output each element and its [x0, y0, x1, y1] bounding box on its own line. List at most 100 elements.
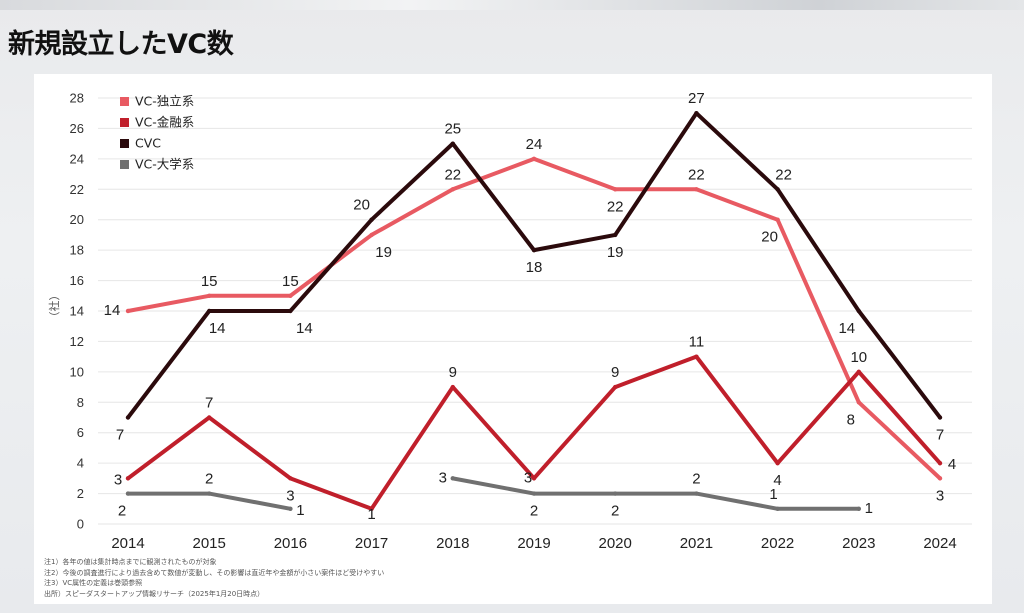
legend-swatch [120, 97, 129, 106]
y-tick-label: 6 [77, 425, 84, 440]
y-tick-label: 12 [70, 334, 84, 349]
data-label-university: 2 [205, 471, 213, 488]
y-tick-label: 28 [70, 91, 84, 106]
data-point-independent [207, 293, 212, 298]
y-tick-label: 10 [70, 364, 84, 379]
data-label-financial: 4 [773, 472, 781, 489]
data-point-university [207, 491, 212, 496]
data-point-independent [694, 187, 699, 192]
footnote-2: 注2）今後の調査進行により過去含めて数値が変動し、その影響は直近年や金額が小さい… [44, 568, 385, 577]
data-label-university: 2 [692, 471, 700, 488]
data-point-university [856, 506, 861, 511]
data-point-financial [207, 415, 212, 420]
data-point-university [531, 491, 537, 496]
y-tick-label: 4 [77, 456, 84, 471]
data-point-university [125, 491, 131, 496]
data-point-financial [450, 384, 455, 390]
data-label-financial: 10 [850, 349, 867, 366]
footnote-3: 注3）VC属性の定義は巻頭参照 [44, 579, 143, 588]
x-tick-label: 2018 [436, 535, 469, 552]
y-tick-label: 18 [70, 243, 84, 258]
x-tick-label: 2023 [842, 535, 875, 552]
data-point-cvc [937, 415, 943, 420]
data-label-university: 1 [296, 502, 304, 519]
y-tick-label: 22 [70, 182, 84, 197]
data-label-university: 3 [439, 469, 447, 486]
legend-swatch [120, 160, 129, 169]
data-label-cvc: 14 [296, 320, 313, 337]
data-label-financial: 1 [367, 506, 375, 523]
data-label-cvc: 19 [607, 244, 624, 261]
y-tick-label: 20 [70, 212, 84, 227]
x-tick-label: 2014 [111, 535, 144, 552]
data-point-financial [531, 476, 537, 481]
data-label-financial: 3 [524, 469, 532, 486]
legend-swatch [120, 139, 129, 148]
x-tick-label: 2024 [923, 535, 956, 552]
y-tick-label: 16 [70, 273, 84, 288]
data-point-independent [125, 308, 131, 314]
data-point-cvc [694, 111, 699, 116]
footnotes: 注1）各年の値は集計時点までに観測されたものが対象 注2）今後の調査進行により過… [44, 557, 384, 599]
legend-swatch [120, 118, 129, 127]
data-point-financial [937, 460, 943, 466]
data-label-cvc: 14 [209, 320, 226, 337]
data-label-cvc: 14 [838, 320, 855, 337]
data-label-financial: 3 [114, 471, 122, 488]
y-axis-label: （社） [47, 290, 61, 323]
data-point-cvc [613, 232, 618, 238]
data-label-university: 1 [769, 486, 777, 503]
page-title: 新規設立したVC数 [8, 29, 234, 60]
data-point-cvc [450, 141, 455, 146]
data-label-cvc: 7 [936, 427, 944, 444]
x-tick-label: 2016 [274, 535, 307, 552]
data-label-independent: 19 [375, 244, 392, 261]
series-line-university [126, 491, 293, 511]
y-tick-label: 0 [77, 517, 84, 532]
x-tick-label: 2021 [680, 535, 713, 552]
data-label-financial: 9 [611, 364, 619, 381]
data-point-cvc [288, 308, 293, 314]
x-tick-label: 2022 [761, 535, 794, 552]
data-label-university: 2 [118, 503, 126, 520]
data-label-independent: 3 [936, 487, 944, 504]
data-label-university: 2 [530, 503, 538, 520]
data-label-financial: 4 [948, 456, 956, 473]
data-point-cvc [856, 308, 861, 314]
data-point-financial [288, 476, 293, 481]
top-strip [0, 0, 1024, 10]
legend-entry: VC-金融系 [135, 115, 194, 130]
data-label-independent: 15 [201, 273, 218, 290]
data-label-financial: 11 [689, 334, 705, 351]
data-point-financial [613, 384, 618, 390]
data-label-financial: 7 [205, 395, 213, 412]
data-point-independent [369, 232, 374, 238]
data-point-university [288, 506, 293, 511]
data-point-independent [937, 476, 943, 481]
x-tick-label: 2019 [517, 535, 550, 552]
legend-entry: CVC [135, 136, 161, 151]
data-point-financial [369, 506, 374, 511]
data-label-cvc: 22 [775, 166, 792, 183]
data-label-cvc: 27 [688, 90, 705, 107]
y-tick-label: 14 [70, 304, 84, 319]
data-label-independent: 22 [607, 198, 624, 215]
data-label-independent: 20 [761, 229, 778, 246]
series-line-independent [126, 156, 942, 481]
x-tick-label: 2020 [599, 535, 632, 552]
y-tick-label: 26 [70, 121, 84, 136]
data-point-cvc [775, 187, 780, 192]
data-label-independent: 22 [444, 166, 461, 183]
data-label-university: 2 [611, 503, 619, 520]
data-point-independent [450, 187, 455, 192]
data-point-cvc [125, 415, 131, 420]
data-label-cvc: 25 [444, 121, 461, 138]
data-point-cvc [207, 308, 212, 314]
data-point-independent [775, 217, 780, 222]
data-label-independent: 8 [847, 411, 855, 428]
data-label-independent: 22 [688, 166, 705, 183]
data-label-financial: 9 [449, 364, 457, 381]
data-point-independent [856, 400, 861, 405]
data-point-university [694, 491, 699, 496]
